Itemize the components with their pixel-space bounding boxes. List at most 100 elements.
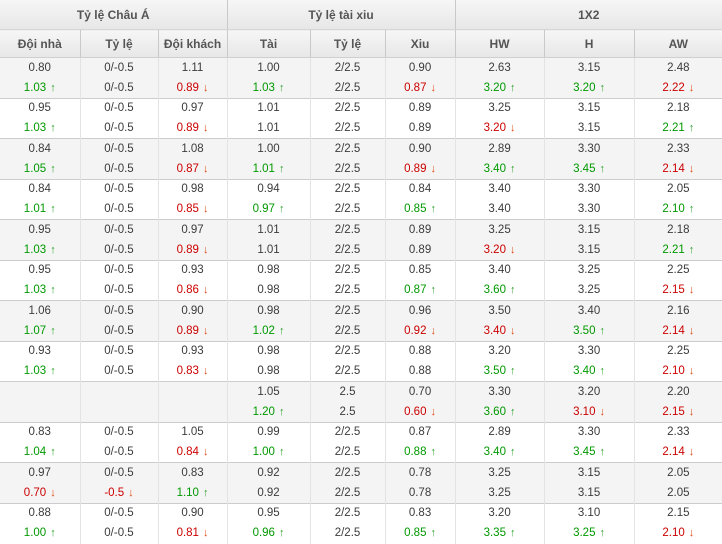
odds-value: 0.88 (408, 345, 432, 358)
trend-up-arrow-icon: ↑ (430, 446, 436, 459)
odds-cell: 2.33 (633, 137, 722, 159)
odds-value: 0.78 (408, 486, 432, 499)
odds-value: 1.11 (181, 61, 204, 74)
odds-value: 3.40 (488, 183, 511, 196)
trend-down-arrow-icon: ↓ (202, 243, 209, 256)
odds-cell: 2.20 (633, 380, 722, 402)
trend-up-arrow-icon: ↑ (50, 446, 56, 459)
odds-value: 0/-0.5 (104, 102, 134, 115)
odds-cell: 3.25 (543, 259, 635, 281)
odds-value: 1.08 (181, 142, 204, 155)
odds-value: 3.30 (488, 385, 511, 398)
odds-cell (157, 380, 228, 402)
odds-cell: 3.20 ↑ (454, 77, 545, 98)
trend-down-arrow-icon: ↓ (688, 324, 695, 337)
trend-up-arrow-icon: ↑ (202, 486, 209, 499)
trend-down-arrow-icon: ↓ (430, 162, 436, 175)
odds-value: 0/-0.5 (104, 162, 134, 175)
odds-cell: 3.60 ↑ (454, 280, 545, 301)
odds-cell: 1.01 (226, 97, 311, 119)
odds-value: 2/2.5 (334, 162, 361, 175)
trend-down-arrow-icon: ↓ (50, 486, 56, 499)
odds-cell: 3.40 (454, 199, 545, 220)
odds-cell: 0.95 (0, 218, 80, 240)
trend-up-arrow-icon: ↑ (430, 203, 436, 216)
odds-cell: 1.05 ↑ (0, 158, 80, 179)
odds-value: 0.99 (257, 426, 280, 439)
odds-value: 3.45 (573, 162, 596, 175)
trend-up-arrow-icon: ↑ (278, 527, 285, 540)
odds-value: 1.03 (23, 365, 47, 378)
odds-row-current: 1.03 ↑ 0/-0.5 0.86 ↓ 0.98 2/2.5 0.87 ↑ 3.60 ↑ 3.25 2… (0, 280, 722, 301)
odds-cell: 0/-0.5 (79, 502, 158, 524)
odds-value: 1.00 (252, 446, 275, 459)
odds-value: 0.83 (28, 426, 51, 439)
odds-cell: 3.50 ↑ (454, 361, 545, 382)
odds-row-opening: 0.84 0/-0.5 1.08 1.00 2/2.5 0.90 2.89 3.30 2.33 (0, 137, 722, 159)
odds-cell: 2/2.5 (309, 482, 386, 503)
column-header-row: Đội nhà Tỷ lệ Đội khách Tài Tỷ lệ Xiu HW… (0, 29, 722, 58)
odds-value: 2.18 (667, 223, 690, 236)
odds-value: 0.89 (408, 102, 432, 115)
odds-cell: 2.14 ↓ (633, 158, 722, 179)
odds-row-opening: 0.80 0/-0.5 1.11 1.00 2/2.5 0.90 2.63 3.15 2.48 (0, 56, 722, 78)
odds-cell: 0.96 (384, 299, 456, 321)
odds-value: 0.95 (28, 223, 51, 236)
trend-up-arrow-icon: ↑ (509, 284, 516, 297)
odds-value: 3.10 (573, 405, 596, 418)
trend-up-arrow-icon: ↑ (599, 446, 605, 459)
odds-cell: 0.97 ↑ (226, 199, 311, 220)
odds-cell: 0/-0.5 (79, 218, 158, 240)
odds-value: 3.20 (488, 507, 511, 520)
odds-cell: 0.87 ↑ (384, 280, 456, 301)
trend-up-arrow-icon: ↑ (688, 203, 695, 216)
odds-row-current: 1.03 ↑ 0/-0.5 0.83 ↓ 0.98 2/2.5 0.88 3.50 ↑ 3.40 ↑ 2… (0, 361, 722, 382)
odds-cell: 3.30 (543, 137, 635, 159)
odds-value: 0.96 (252, 527, 275, 540)
odds-value: 0/-0.5 (104, 365, 134, 378)
odds-value: 0.98 (257, 365, 280, 378)
odds-value: 3.30 (577, 142, 601, 155)
odds-cell: 1.01 (226, 118, 311, 139)
odds-value: 0.84 (408, 183, 432, 196)
trend-up-arrow-icon: ↑ (509, 405, 516, 418)
odds-cell: 2.63 (454, 56, 545, 78)
odds-cell: 0.89 (384, 239, 456, 260)
odds-cell: 2/2.5 (309, 502, 386, 524)
odds-cell: 2.05 (633, 482, 722, 503)
odds-row-current: 1.07 ↑ 0/-0.5 0.89 ↓ 1.02 ↑ 2/2.5 0.92 ↓ 3.40 ↓ 3.50… (0, 320, 722, 341)
odds-cell: 2/2.5 (309, 97, 386, 119)
odds-cell: 0/-0.5 (79, 523, 158, 544)
odds-cell: 0.98 (226, 361, 311, 382)
trend-up-arrow-icon: ↑ (509, 162, 516, 175)
odds-cell: 1.00 ↑ (0, 523, 80, 543)
odds-cell (79, 380, 158, 402)
odds-value: 2.21 (662, 122, 685, 135)
odds-cell: 3.15 (543, 239, 635, 260)
odds-cell: 3.20 (454, 340, 545, 362)
odds-value: 0.89 (176, 81, 199, 94)
odds-cell: 1.01 (226, 239, 311, 260)
col-header-under: Xiu (384, 29, 456, 58)
odds-value: 2.5 (339, 385, 356, 398)
odds-value: 1.04 (23, 446, 47, 459)
odds-cell: 2/2.5 (309, 299, 386, 321)
odds-value: 0.88 (408, 365, 432, 378)
odds-value: 0.85 (176, 203, 199, 216)
odds-value: 2.15 (662, 405, 685, 418)
odds-cell: 0.89 ↓ (157, 77, 228, 98)
odds-cell: 2.14 ↓ (633, 320, 722, 341)
odds-value: 2/2.5 (334, 324, 361, 337)
odds-value: 3.25 (577, 284, 601, 297)
odds-value: 2.05 (667, 466, 690, 479)
odds-cell: 0.95 (226, 502, 311, 524)
odds-cell: 3.20 ↑ (543, 77, 635, 98)
odds-value: 1.01 (23, 203, 47, 216)
odds-cell: 0.98 (226, 299, 311, 321)
trend-down-arrow-icon: ↓ (509, 243, 516, 256)
odds-cell: 2/2.5 (309, 320, 386, 341)
trend-down-arrow-icon: ↓ (688, 81, 695, 94)
odds-cell: 1.01 ↑ (0, 199, 80, 219)
odds-row-opening: 0.95 0/-0.5 0.93 0.98 2/2.5 0.85 3.40 3.25 2.25 (0, 259, 722, 281)
